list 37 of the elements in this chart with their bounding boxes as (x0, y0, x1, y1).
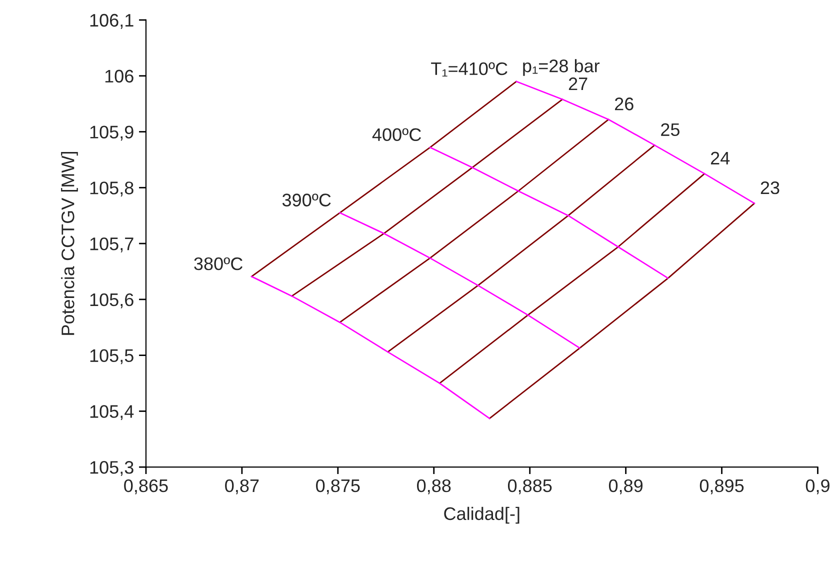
y-tick-label: 105,8 (90, 182, 134, 196)
annotation: 25 (661, 123, 680, 136)
x-tick-label: 0,87 (225, 479, 259, 494)
annotation: 26 (615, 98, 634, 110)
y-tick-label: 106,1 (90, 14, 134, 29)
x-tick-label: 0,9 (806, 479, 830, 494)
y-tick-label: 105,4 (90, 405, 134, 420)
line-series (438, 172, 706, 384)
x-tick-label: 0,885 (508, 479, 552, 494)
x-axis-title: Calidad[-] (444, 506, 520, 524)
y-tick-label: 105,3 (90, 461, 134, 476)
x-tick-label: 0,88 (417, 479, 451, 494)
line-series (488, 202, 756, 420)
y-tick-label: 105,9 (90, 126, 134, 141)
line-series (339, 118, 610, 324)
line-series (339, 212, 580, 349)
y-tick-label: 106 (105, 70, 134, 83)
annotation: p₁=28 bar (523, 59, 600, 76)
y-tick-label: 105,6 (90, 293, 134, 308)
annotation: 390ºC (282, 194, 331, 206)
line-series (250, 276, 490, 420)
x-tick-label: 0,875 (316, 479, 360, 494)
y-tick-label: 105,5 (90, 349, 134, 364)
annotation: T₁=410ºC (431, 62, 508, 76)
y-tick-label: 105,7 (90, 237, 134, 252)
x-tick-label: 0,89 (608, 479, 643, 494)
annotation: 380ºC (194, 257, 243, 270)
x-tick-label: 0,895 (700, 479, 744, 494)
line-series (387, 144, 656, 353)
annotation: 400ºC (372, 128, 422, 142)
annotation: 24 (710, 152, 730, 164)
y-axis-title: Potencia CCTGV [MW] (61, 152, 78, 335)
x-tick-label: 0,865 (124, 479, 168, 494)
annotation: 27 (568, 77, 588, 90)
line-series (429, 146, 669, 279)
annotation: 23 (760, 181, 780, 194)
line-series (250, 80, 518, 278)
